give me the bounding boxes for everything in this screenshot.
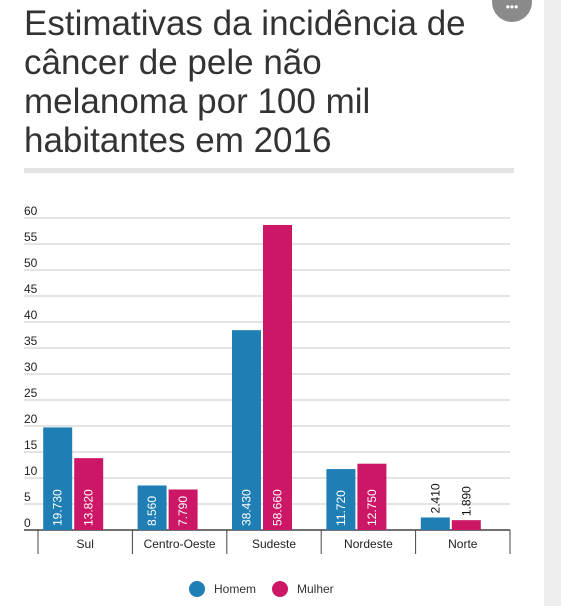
- y-tick-label: 45: [24, 282, 38, 296]
- bar-value-label: 1.890: [459, 486, 473, 516]
- y-tick-label: 55: [24, 230, 38, 244]
- legend-swatch-mulher: [272, 581, 288, 597]
- page-side-strip: [544, 0, 561, 606]
- y-tick-label: 35: [24, 334, 38, 348]
- bar-homem: [326, 469, 356, 530]
- y-tick-label: 50: [24, 256, 38, 270]
- bar-value-label: 2.410: [428, 483, 442, 513]
- title-line: habitantes em 2016: [24, 121, 332, 160]
- bar-homem: [43, 427, 73, 530]
- bar-mulher: [357, 463, 387, 530]
- category-label: Centro-Oeste: [144, 537, 216, 551]
- title-line: Estimativas da incidência de: [24, 4, 466, 43]
- bar-mulher: [451, 520, 481, 530]
- bar-value-label: 13.820: [82, 489, 96, 526]
- bar-value-label: 58.660: [271, 489, 285, 526]
- category-label: Sul: [77, 537, 94, 551]
- bar-value-label: 8.560: [145, 496, 159, 526]
- legend-label: Homem: [214, 582, 256, 596]
- y-tick-label: 40: [24, 308, 38, 322]
- y-tick-label: 15: [24, 438, 38, 452]
- chart-title: Estimativas da incidência de câncer de p…: [24, 4, 524, 160]
- bar-value-label: 19.730: [51, 489, 65, 526]
- legend-label: Mulher: [297, 582, 334, 596]
- more-options-icon[interactable]: •••: [492, 0, 532, 22]
- bar-mulher: [168, 489, 198, 530]
- title-divider: [24, 168, 514, 173]
- y-tick-label: 20: [24, 412, 38, 426]
- category-label: Sudeste: [252, 537, 296, 551]
- title-line: câncer de pele não: [24, 43, 322, 82]
- bar-mulher: [74, 458, 104, 530]
- y-tick-label: 0: [24, 516, 31, 530]
- bar-homem: [137, 485, 167, 530]
- bar-value-label: 38.430: [240, 489, 254, 526]
- bar-homem: [232, 330, 261, 530]
- y-tick-label: 30: [24, 360, 38, 374]
- title-line: melanoma por 100 mil: [24, 82, 371, 121]
- legend-swatch-homem: [189, 581, 205, 597]
- bar-value-label: 12.750: [365, 489, 379, 526]
- y-tick-label: 25: [24, 386, 38, 400]
- y-tick-label: 10: [24, 464, 38, 478]
- y-tick-label: 60: [24, 204, 38, 218]
- bar-mulher: [263, 224, 292, 530]
- bar-value-label: 7.790: [176, 496, 190, 526]
- bar-value-label: 11.720: [334, 490, 348, 526]
- bar-homem: [420, 517, 450, 530]
- y-tick-label: 5: [24, 490, 31, 504]
- category-label: Norte: [448, 537, 478, 551]
- category-label: Nordeste: [344, 537, 393, 551]
